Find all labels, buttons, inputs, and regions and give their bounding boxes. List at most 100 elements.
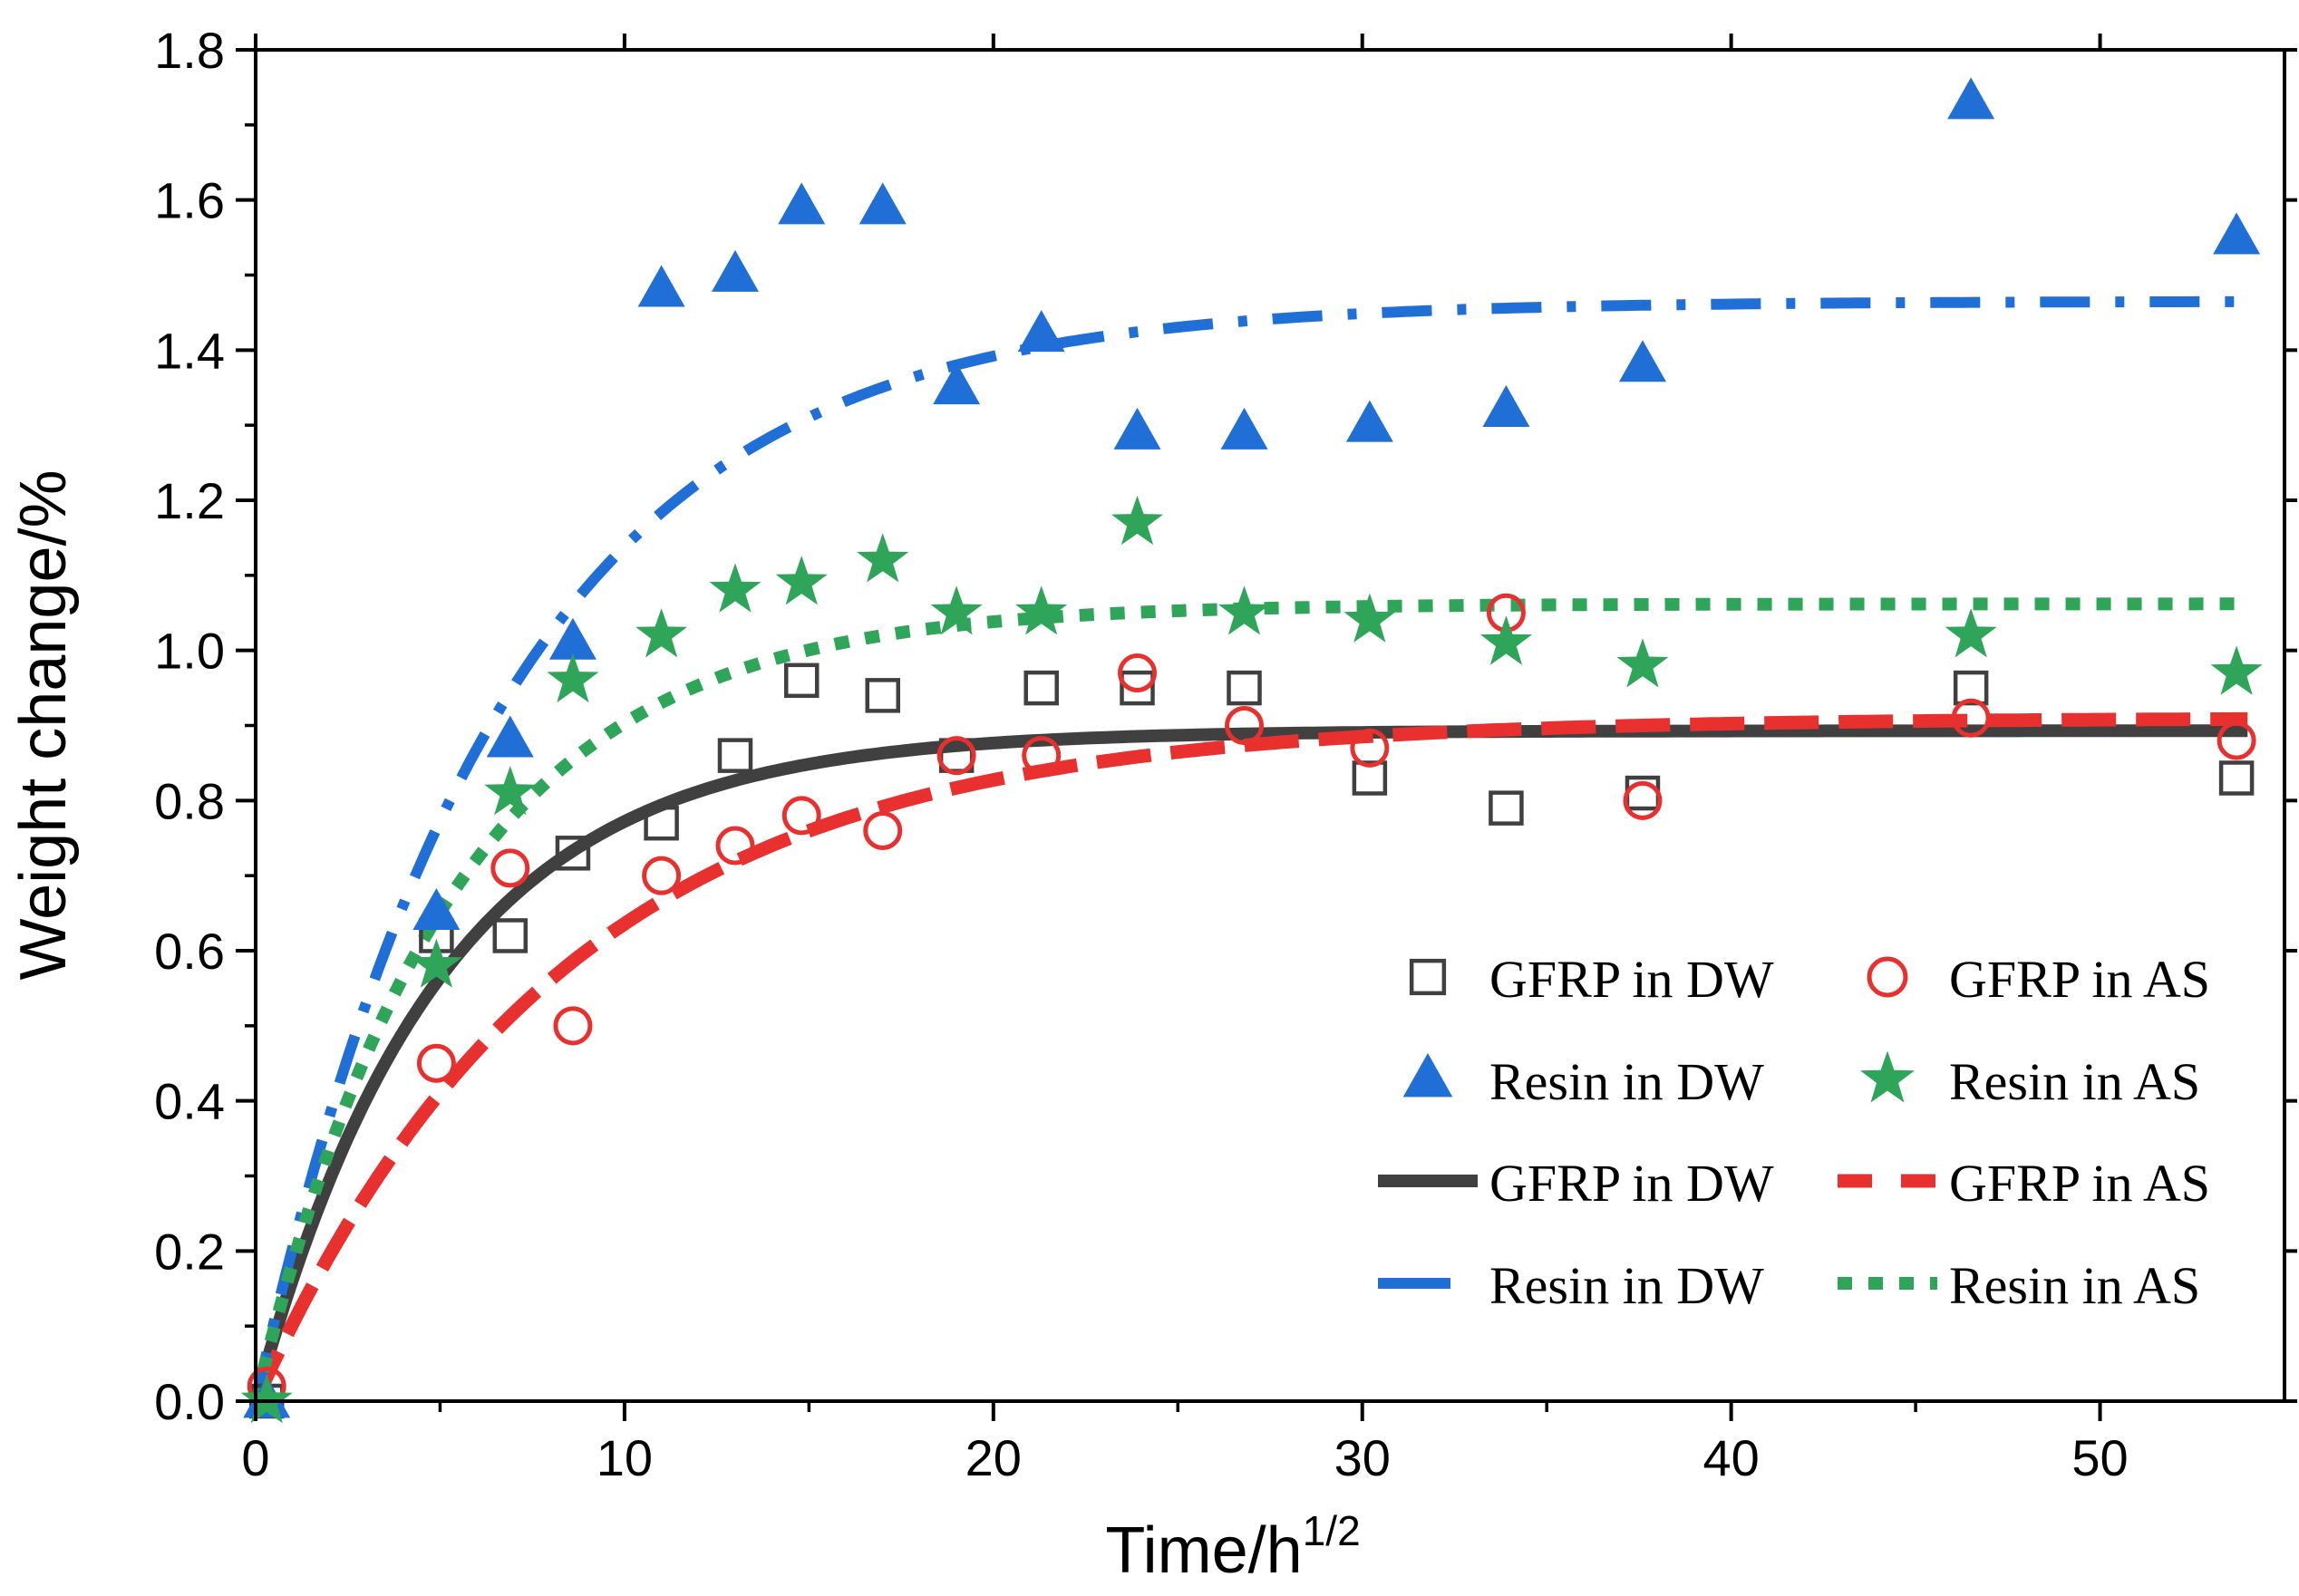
marker-resin-in-as-star <box>1218 585 1270 635</box>
x-tick-label: 0 <box>241 1429 269 1486</box>
x-tick-label: 40 <box>1702 1429 1759 1486</box>
x-tick-label: 10 <box>597 1429 653 1486</box>
marker-resin-in-as-star <box>930 585 983 635</box>
marker-resin-in-dw-triangle <box>637 265 685 307</box>
marker-gfrp-in-as-circle <box>2217 721 2256 760</box>
marker-resin-in-dw-triangle <box>858 182 907 225</box>
y-tick-label: 0.8 <box>154 772 225 829</box>
marker-resin-in-dw-triangle <box>1618 340 1666 382</box>
marker-resin-in-dw-triangle <box>412 887 461 930</box>
y-tick-label: 0.6 <box>154 923 225 980</box>
marker-gfrp-in-dw-square <box>644 805 679 841</box>
legend-scatter-gfrp-in-as-label: GFRP in AS <box>1949 950 2210 1009</box>
marker-resin-in-dw-triangle <box>1482 385 1530 427</box>
legend-scatter-resin-in-dw: Resin in DW <box>1402 1052 1764 1111</box>
x-tick-label: 20 <box>965 1429 1022 1486</box>
legend-scatter-gfrp-in-as: GFRP in AS <box>1867 950 2210 1009</box>
marker-resin-in-dw-triangle <box>1113 407 1161 450</box>
marker-gfrp-in-dw-square <box>555 836 591 871</box>
y-axis-title: Weight change/% <box>7 469 80 980</box>
legend-scatter-gfrp-in-dw: GFRP in DW <box>1409 950 1774 1009</box>
legend-fit-gfrp-in-as: GFRP in AS <box>1838 1154 2210 1213</box>
marker-resin-in-as-star <box>857 533 909 583</box>
fit-line-resin-in-dw <box>250 295 2248 1403</box>
marker-gfrp-in-as-circle <box>863 810 903 850</box>
marker-gfrp-in-as-circle <box>416 1043 456 1083</box>
marker-resin-in-as-star <box>1344 593 1396 643</box>
marker-resin-in-dw-triangle <box>1220 407 1268 450</box>
y-tick-label: 0.4 <box>154 1073 225 1130</box>
x-axis-title: Time/h1/2 <box>1105 1507 1360 1587</box>
marker-gfrp-in-dw-square <box>1953 670 1989 706</box>
marker-gfrp-in-dw-square <box>1352 760 1388 796</box>
x-tick-label: 50 <box>2071 1429 2128 1486</box>
marker-gfrp-in-as-circle <box>715 826 755 866</box>
marker-gfrp-in-dw-square <box>492 918 529 953</box>
marker-resin-in-dw-triangle <box>1017 310 1065 353</box>
marker-resin-in-as-star <box>410 938 462 988</box>
fit-line-resin-in-as <box>249 597 2248 1403</box>
marker-resin-in-as-star <box>547 653 599 703</box>
marker-resin-in-dw-triangle <box>548 617 597 660</box>
marker-gfrp-in-as-circle <box>553 1006 593 1046</box>
marker-gfrp-in-as-circle <box>1022 736 1062 776</box>
legend: GFRP in DW GFRP in AS Resin in DW Resin in … <box>1378 950 2210 1315</box>
legend-fit-gfrp-in-dw-label: GFRP in DW <box>1489 1154 1774 1213</box>
y-tick-label: 1.4 <box>154 322 225 379</box>
marker-gfrp-in-as-circle <box>936 736 976 776</box>
marker-gfrp-in-as-circle <box>1118 653 1158 693</box>
marker-resin-in-as-star <box>1945 608 1997 658</box>
x-tick-label: 30 <box>1334 1429 1391 1486</box>
x-axis-title-superscript: 1/2 <box>1303 1507 1361 1554</box>
marker-resin-in-as-star <box>635 608 688 658</box>
marker-gfrp-in-as-circle <box>1350 728 1390 768</box>
marker-gfrp-in-as-circle <box>490 848 530 888</box>
marker-resin-in-dw-triangle <box>778 182 826 225</box>
marker-resin-in-dw-triangle <box>486 715 534 758</box>
legend-fit-resin-in-as-label: Resin in AS <box>1949 1256 2200 1315</box>
legend-fit-gfrp-in-dw: GFRP in DW <box>1378 1154 1774 1213</box>
legend-scatter-gfrp-in-dw-label: GFRP in DW <box>1489 950 1774 1009</box>
legend-scatter-resin-in-as-label: Resin in AS <box>1949 1052 2200 1111</box>
marker-resin-in-as-star <box>709 563 761 613</box>
marker-resin-in-as-star <box>240 1374 293 1424</box>
y-tick-label: 1.8 <box>154 22 225 79</box>
fit-lines <box>249 295 2248 1405</box>
y-tick-label: 1.2 <box>154 472 225 529</box>
legend-fit-gfrp-in-as-label: GFRP in AS <box>1949 1154 2210 1213</box>
marker-resin-in-as-star <box>1111 495 1163 546</box>
marker-gfrp-in-as-circle <box>1225 706 1265 745</box>
marker-resin-in-as-star <box>775 556 828 605</box>
scatter-markers <box>240 77 2263 1424</box>
marker-gfrp-in-as-circle <box>642 856 682 895</box>
marker-resin-in-dw-triangle <box>933 363 981 405</box>
y-tick-label: 1.6 <box>154 172 225 229</box>
marker-resin-in-dw-triangle <box>2213 212 2261 255</box>
marker-gfrp-in-dw-square <box>717 738 753 773</box>
marker-resin-in-as-star <box>1616 638 1669 688</box>
marker-resin-in-dw-triangle <box>711 249 759 292</box>
marker-gfrp-in-dw-square <box>1023 670 1059 706</box>
marker-gfrp-in-dw-square <box>1120 670 1155 706</box>
marker-resin-in-dw-triangle <box>1345 400 1393 442</box>
y-tick-label: 0.0 <box>154 1373 225 1430</box>
tick-labels: 0 10 20 30 40 50 0.0 0.2 0.4 0.6 0.8 1.0 1.2 1.4 1.6 1.… <box>154 22 2129 1486</box>
legend-scatter-resin-in-dw-marker <box>1402 1053 1453 1098</box>
marker-gfrp-in-as-circle <box>781 796 821 836</box>
marker-gfrp-in-dw-square <box>865 678 900 713</box>
axes <box>236 34 2297 1421</box>
marker-resin-in-as-star <box>2210 645 2263 695</box>
legend-scatter-resin-in-as-marker <box>1860 1050 1915 1103</box>
marker-resin-in-as-star <box>484 766 537 816</box>
marker-resin-in-dw-triangle <box>1947 77 1995 120</box>
fit-line-gfrp-in-as <box>249 711 2248 1405</box>
legend-scatter-resin-in-dw-label: Resin in DW <box>1489 1052 1764 1111</box>
legend-fit-resin-in-as: Resin in AS <box>1838 1256 2200 1315</box>
legend-scatter-resin-in-as: Resin in AS <box>1860 1050 2200 1111</box>
marker-resin-in-as-star <box>1015 585 1068 635</box>
legend-scatter-gfrp-in-dw-marker <box>1409 958 1447 996</box>
marker-gfrp-in-dw-square <box>783 663 820 699</box>
marker-gfrp-in-dw-square <box>1489 790 1524 826</box>
legend-scatter-gfrp-in-as-marker <box>1867 956 1908 998</box>
